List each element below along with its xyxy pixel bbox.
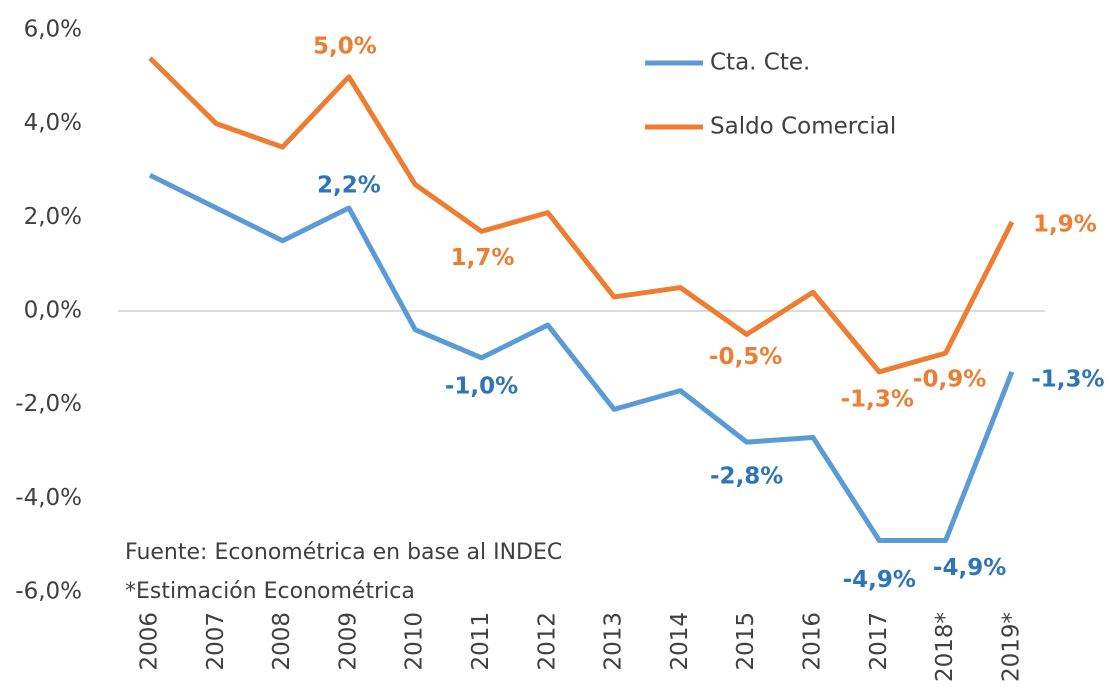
x-tick-label: 2015 xyxy=(733,612,759,671)
data-label: -0,9% xyxy=(913,367,986,393)
y-tick-label: -6,0% xyxy=(15,579,82,605)
y-tick-label: 4,0% xyxy=(24,110,82,136)
y-tick-label: 6,0% xyxy=(24,17,82,43)
y-tick-label: 2,0% xyxy=(24,204,82,230)
y-tick-label: -4,0% xyxy=(15,485,82,511)
x-tick-label: 2017 xyxy=(866,612,892,671)
legend-label: Saldo Comercial xyxy=(710,114,896,140)
data-label: -2,8% xyxy=(710,464,783,490)
x-tick-label: 2016 xyxy=(800,612,826,671)
y-tick-label: -2,0% xyxy=(15,391,82,417)
x-tick-label: 2007 xyxy=(203,612,229,671)
x-tick-label: 2012 xyxy=(534,612,560,671)
data-label: 5,0% xyxy=(313,33,377,59)
series-line xyxy=(148,56,1015,375)
x-tick-label: 2018* xyxy=(932,612,958,682)
data-label: 1,9% xyxy=(1033,212,1097,238)
y-tick-label: 0,0% xyxy=(24,298,82,324)
data-label: -1,3% xyxy=(841,386,914,412)
x-tick-label: 2010 xyxy=(402,612,428,671)
data-label: 1,7% xyxy=(451,245,515,271)
data-label: 2,2% xyxy=(317,172,381,198)
series-line xyxy=(148,172,1015,543)
x-tick-label: 2011 xyxy=(468,612,494,671)
data-label: -1,3% xyxy=(1031,366,1104,392)
legend-label: Cta. Cte. xyxy=(710,50,810,76)
data-label: -4,9% xyxy=(933,555,1006,581)
data-label: -1,0% xyxy=(445,373,518,399)
x-tick-label: 2014 xyxy=(667,612,693,671)
annotation: *Estimación Econométrica xyxy=(125,579,415,604)
x-tick-label: 2013 xyxy=(601,612,627,671)
x-tick-label: 2009 xyxy=(335,612,361,671)
x-tick-label: 2019* xyxy=(998,612,1024,682)
data-label: -4,9% xyxy=(843,567,916,593)
x-tick-label: 2006 xyxy=(137,612,163,671)
x-tick-label: 2008 xyxy=(269,612,295,671)
data-label: -0,5% xyxy=(709,344,782,370)
annotation: Fuente: Econométrica en base al INDEC xyxy=(125,540,562,565)
